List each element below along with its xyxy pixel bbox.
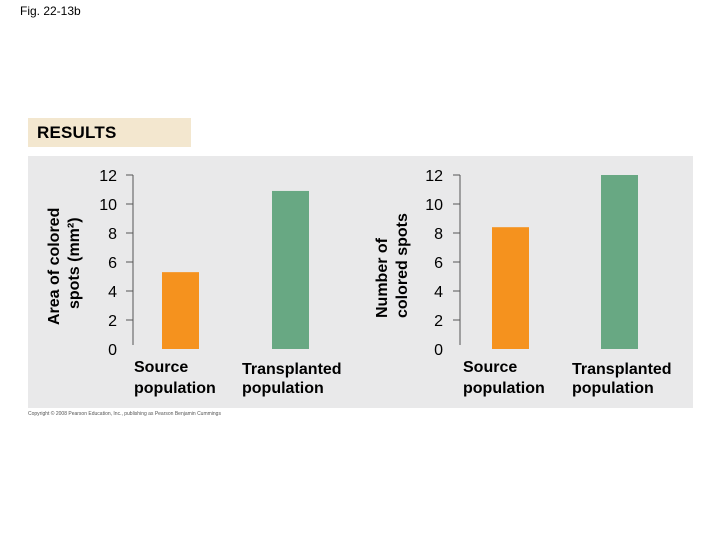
y-tick-label: 4 [434,284,443,301]
bar-transplanted-population [601,175,638,349]
y-tick-label: 6 [434,255,443,272]
results-banner: RESULTS [28,118,191,147]
y-axis-title-line1: Area of colored [46,208,63,325]
y-axis-title-line1: Number of [374,237,391,318]
x-category-label-line1: Source [463,359,517,376]
y-tick-label: 10 [425,197,443,214]
y-tick-label: 6 [108,255,117,272]
bar-source-population [492,227,529,349]
figure-label: Fig. 22-13b [20,4,81,18]
chart-panel-background [28,156,693,408]
y-tick-label: 8 [108,226,117,243]
x-category-label-line1: Transplanted [572,361,672,378]
y-axis-title: Area of colored spots (mm²) [46,208,83,325]
bar-transplanted-population [272,190,309,349]
x-category-label-line2: population [463,380,545,397]
y-tick-label: 2 [108,313,117,330]
x-category-label-line2: population [134,380,216,397]
y-tick-label: 8 [434,226,443,243]
x-category-label-line1: Transplanted [242,361,342,378]
results-heading: RESULTS [37,123,117,142]
x-category-label-line2: population [242,380,324,397]
x-category-label-line2: population [572,380,654,397]
y-tick-label: 12 [99,168,117,185]
y-tick-label: 12 [425,168,443,185]
y-tick-label: 10 [99,197,117,214]
y-tick-label: 2 [434,313,443,330]
y-axis-title-line2: colored spots [394,213,411,318]
y-tick-label: 4 [108,284,117,301]
bar-source-population [162,272,199,349]
y-tick-label: 0 [434,342,443,359]
x-category-label-line1: Source [134,359,188,376]
copyright-notice: Copyright © 2008 Pearson Education, Inc.… [28,411,221,417]
y-tick-label: 0 [108,342,117,359]
y-axis-title: Number of colored spots [374,213,411,318]
y-axis-title-line2: spots (mm²) [66,217,83,309]
